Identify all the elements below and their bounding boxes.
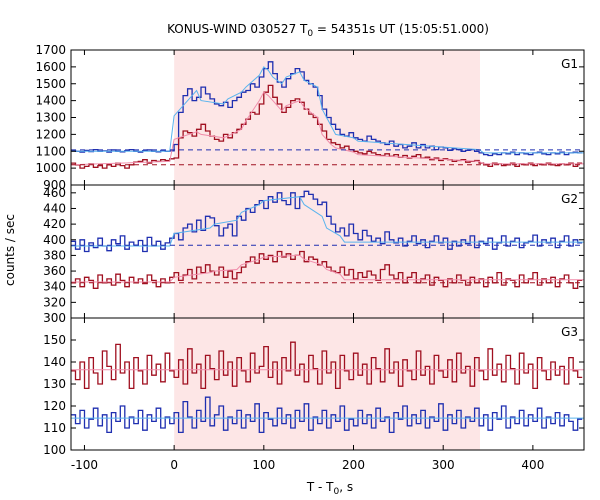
x-tick-label: 300 — [432, 458, 455, 472]
y-tick-label: 1100 — [35, 144, 66, 158]
y-tick-label: 300 — [43, 311, 66, 325]
y-tick-label: 420 — [43, 217, 66, 231]
series-g3-0-step — [71, 341, 583, 390]
y-tick-label: 900 — [43, 178, 66, 192]
y-tick-label: 1300 — [35, 111, 66, 125]
y-tick-label: 110 — [43, 421, 66, 435]
panel-label-g1: G1 — [561, 57, 578, 71]
series-g2-3-line — [71, 254, 584, 283]
series-g2-1-step — [71, 250, 583, 289]
x-tick-label: 100 — [252, 458, 275, 472]
y-tick-label: 360 — [43, 264, 66, 278]
y-tick-label: 400 — [43, 233, 66, 247]
y-tick-label: 150 — [43, 333, 66, 347]
panel-label-g2: G2 — [561, 192, 578, 206]
y-tick-label: 140 — [43, 355, 66, 369]
x-tick-label: 400 — [521, 458, 544, 472]
y-tick-label: 1500 — [35, 77, 66, 91]
series-g1-2-line — [71, 66, 584, 154]
y-tick-label: 340 — [43, 280, 66, 294]
text-layer: 90010001100120013001400150016001700G1300… — [35, 43, 578, 472]
series-layer — [70, 61, 584, 434]
y-axis-label: counts / sec — [3, 214, 17, 286]
y-tick-label: 1700 — [35, 43, 66, 57]
y-tick-label: 100 — [43, 443, 66, 457]
x-tick-label: -100 — [71, 458, 98, 472]
series-g1-3-line — [70, 91, 584, 166]
series-g2-2-line — [71, 196, 584, 247]
y-tick-label: 1200 — [35, 127, 66, 141]
y-tick-label: 460 — [43, 186, 66, 200]
panel-g3 — [71, 341, 584, 434]
axes-layer — [70, 49, 585, 451]
series-g3-1-step — [71, 396, 583, 434]
series-g2-0-step — [71, 190, 583, 253]
panel-g1 — [70, 61, 584, 169]
y-tick-label: 120 — [43, 399, 66, 413]
x-tick-label: 0 — [170, 458, 178, 472]
y-tick-label: 130 — [43, 377, 66, 391]
panel-label-g3: G3 — [561, 325, 578, 339]
series-g1-1-step — [71, 84, 583, 169]
chart-title: KONUS-WIND 030527 T0 = 54351s UT (15:05:… — [167, 22, 489, 39]
y-tick-label: 1000 — [35, 161, 66, 175]
y-tick-label: 1400 — [35, 94, 66, 108]
panel-g2 — [71, 190, 584, 289]
y-tick-label: 320 — [43, 295, 66, 309]
y-tick-label: 440 — [43, 201, 66, 215]
x-tick-label: 200 — [342, 458, 365, 472]
y-tick-label: 1600 — [35, 60, 66, 74]
x-axis-label: T - T0, s — [306, 480, 353, 497]
y-tick-label: 380 — [43, 248, 66, 262]
